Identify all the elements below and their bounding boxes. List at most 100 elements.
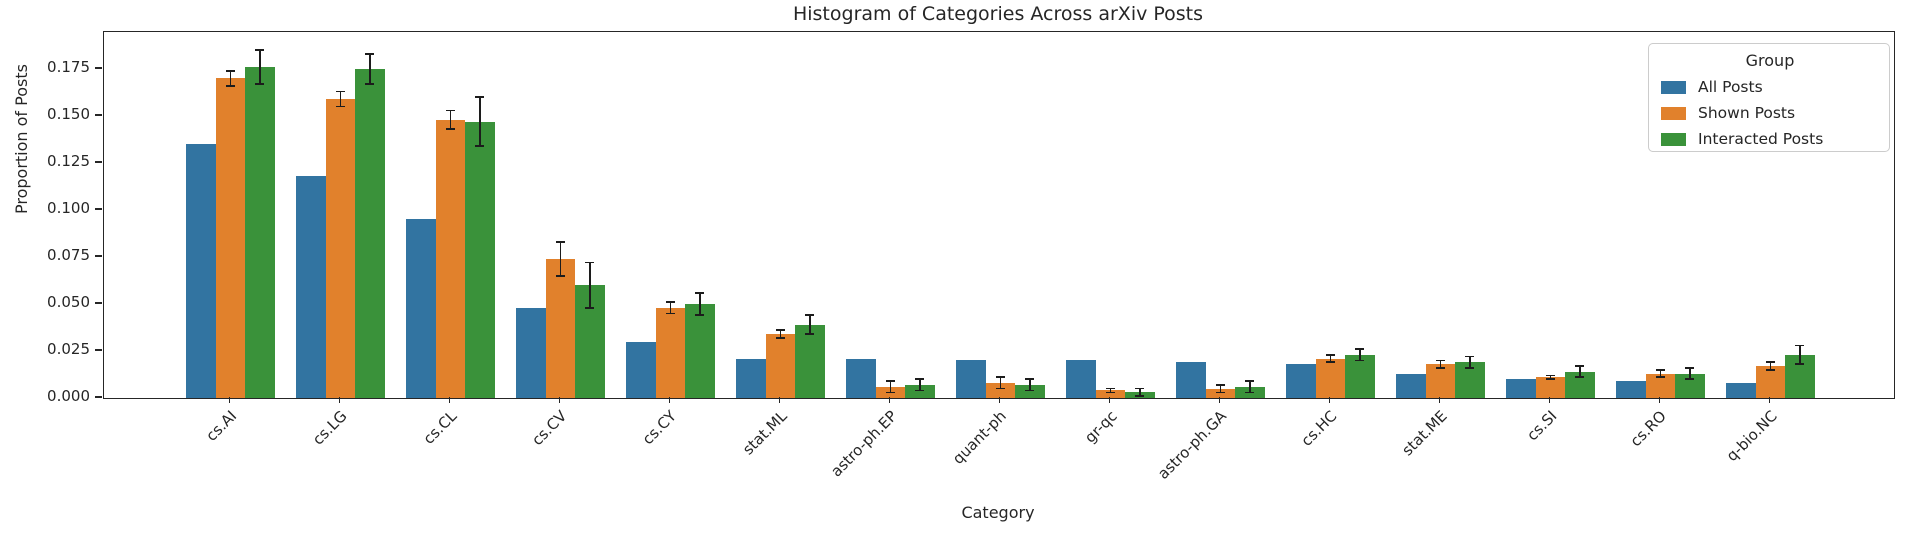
error-bar-cap [915,378,925,381]
x-tick-label: cs.CY [639,407,681,449]
x-tick-mark [558,397,561,403]
bar-interacted-posts-cs.HC [1345,354,1375,398]
bar-interacted-posts-quant-ph [1015,384,1045,398]
x-tick-label: astro-ph.EP [826,407,901,481]
error-bar-cap [1135,395,1145,397]
x-tick-mark [778,397,781,403]
error-bar [1109,388,1112,393]
error-bar [1469,356,1471,368]
bar-all-posts-cs.CL [406,219,436,398]
x-tick-mark [1768,397,1771,403]
error-bar-cap [556,274,565,277]
bar-all-posts-cs.SI [1506,379,1536,398]
error-bar-cap [556,241,565,243]
error-bar-cap [996,387,1005,390]
error-bar-cap [776,336,785,339]
y-tick-mark [95,302,102,304]
error-bar [229,70,232,86]
error-bar-cap [1106,391,1115,394]
error-bar-cap [805,333,815,335]
error-bar-cap [1326,361,1335,364]
error-bar-cap [1795,363,1805,365]
x-tick-mark [448,397,451,403]
error-bar-cap [1546,374,1555,377]
legend-label: Interacted Posts [1698,130,1824,148]
error-bar-cap [1766,368,1775,371]
bar-interacted-posts-cs.AI [245,67,275,398]
error-bar-cap [1355,348,1365,350]
error-bar-cap [1436,367,1445,369]
error-bar [779,330,782,338]
error-bar-cap [365,53,375,55]
error-bar-cap [1106,387,1115,390]
x-tick-mark [1438,397,1441,403]
y-axis-label: Proportion of Posts [12,64,31,214]
bar-all-posts-cs.CY [626,341,656,398]
bar-shown-posts-cs.LG [325,99,356,398]
legend-swatch-icon [1661,80,1686,94]
x-tick-label: cs.LG [308,407,351,449]
bar-shown-posts-q-bio.NC [1755,366,1786,398]
error-bar-cap [1575,376,1585,379]
x-tick-label: stat.ME [1397,407,1451,460]
error-bar-cap [1326,353,1335,356]
x-tick-mark [1658,397,1661,403]
error-bar [1689,367,1691,380]
error-bar-cap [1685,378,1695,381]
error-bar-cap [1025,389,1035,392]
error-bar [919,379,921,391]
bar-all-posts-cs.LG [296,176,326,398]
bar-all-posts-stat.ME [1396,373,1426,398]
error-bar-cap [1656,368,1665,371]
bar-all-posts-astro-ph.GA [1176,362,1206,398]
error-bar-cap [1575,365,1585,367]
bar-shown-posts-stat.ML [765,334,796,398]
bar-shown-posts-cs.CL [435,119,466,398]
error-bar [1359,349,1361,361]
error-bar [889,381,892,393]
x-tick-label: cs.CV [528,407,571,450]
error-bar [479,97,481,147]
bar-all-posts-cs.HC [1286,364,1316,398]
error-bar [1139,388,1141,397]
y-tick-mark [95,396,102,398]
bar-shown-posts-cs.AI [215,78,246,398]
bar-all-posts-astro-ph.EP [846,358,876,398]
error-bar-cap [695,291,705,294]
bar-all-posts-quant-ph [956,360,986,398]
bar-shown-posts-gr-qc [1095,390,1126,398]
error-bar-cap [1465,367,1475,369]
error-bar-cap [446,109,455,112]
x-tick-label: cs.HC [1297,407,1341,450]
x-tick-label: cs.SI [1522,407,1561,445]
chart-title: Histogram of Categories Across arXiv Pos… [792,3,1204,25]
x-tick-label: cs.RO [1627,407,1671,451]
error-bar-cap [915,389,925,392]
error-bar [669,302,672,314]
bar-shown-posts-cs.CV [545,258,576,398]
error-bar [809,315,811,335]
error-bar [369,53,371,85]
error-bar [999,377,1002,389]
x-tick-label: cs.CL [419,407,461,448]
error-bar [339,91,342,107]
y-tick-label: 0.075 [47,246,90,264]
legend-item-interacted-posts: Interacted Posts [1661,126,1879,152]
x-tick-mark [1328,397,1331,403]
x-axis-label: Category [961,503,1035,522]
error-bar-cap [1216,391,1225,394]
legend-swatch-icon [1661,132,1686,146]
error-bar [1439,360,1442,368]
error-bar-cap [336,90,345,93]
error-bar-cap [1245,391,1255,394]
error-bar-cap [585,261,595,264]
bar-all-posts-cs.RO [1616,381,1646,398]
bar-all-posts-gr-qc [1066,360,1096,398]
error-bar-cap [1465,355,1475,358]
error-bar-cap [886,380,895,382]
y-tick-label: 0.000 [47,387,90,405]
error-bar [699,292,701,316]
error-bar-cap [365,83,375,85]
y-tick-label: 0.175 [47,58,90,77]
x-tick-mark [228,397,231,403]
